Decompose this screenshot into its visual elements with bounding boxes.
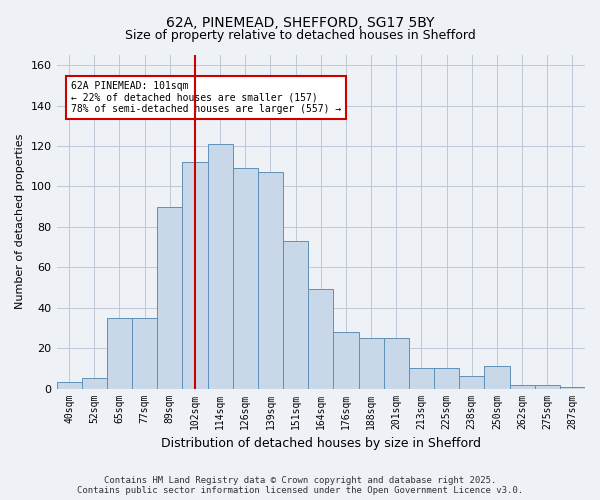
Bar: [484, 366, 509, 388]
Bar: [459, 376, 484, 388]
Bar: [182, 162, 208, 388]
Text: 62A PINEMEAD: 101sqm
← 22% of detached houses are smaller (157)
78% of semi-deta: 62A PINEMEAD: 101sqm ← 22% of detached h…: [71, 82, 341, 114]
Bar: [308, 290, 334, 388]
Y-axis label: Number of detached properties: Number of detached properties: [15, 134, 25, 310]
Bar: [434, 368, 459, 388]
Bar: [560, 386, 585, 388]
Bar: [535, 384, 560, 388]
Bar: [233, 168, 258, 388]
Bar: [359, 338, 383, 388]
Bar: [283, 241, 308, 388]
Bar: [208, 144, 233, 388]
Bar: [409, 368, 434, 388]
Text: Contains HM Land Registry data © Crown copyright and database right 2025.
Contai: Contains HM Land Registry data © Crown c…: [77, 476, 523, 495]
Bar: [258, 172, 283, 388]
Text: 62A, PINEMEAD, SHEFFORD, SG17 5BY: 62A, PINEMEAD, SHEFFORD, SG17 5BY: [166, 16, 434, 30]
Bar: [107, 318, 132, 388]
Bar: [82, 378, 107, 388]
Bar: [509, 384, 535, 388]
Text: Size of property relative to detached houses in Shefford: Size of property relative to detached ho…: [125, 29, 475, 42]
Bar: [383, 338, 409, 388]
X-axis label: Distribution of detached houses by size in Shefford: Distribution of detached houses by size …: [161, 437, 481, 450]
Bar: [56, 382, 82, 388]
Bar: [132, 318, 157, 388]
Bar: [334, 332, 359, 388]
Bar: [157, 206, 182, 388]
